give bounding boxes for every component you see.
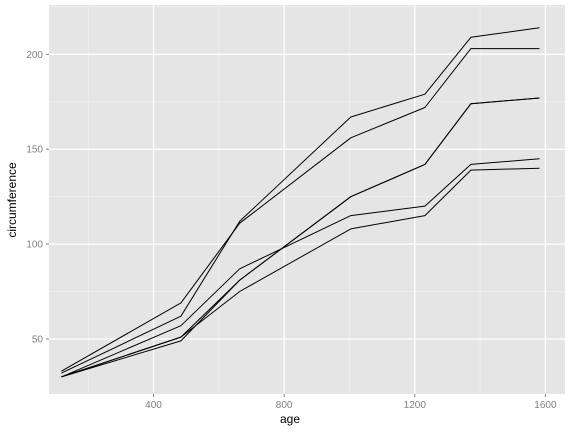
y-tick-label: 50 [32,334,44,345]
plot-panel [49,5,565,394]
series-line-2 [61,48,540,372]
series-line-6 [61,158,540,378]
x-axis-title: age [280,412,300,426]
y-tick-label: 200 [26,50,43,61]
grid-major [49,5,565,394]
series-line-5 [61,97,540,378]
series-lines [61,27,540,378]
grid-minor [49,5,565,394]
y-tick-label: 100 [26,240,43,251]
x-axis-ticks: 400 800 1200 1600 [145,394,557,411]
series-line-4 [61,27,540,374]
y-axis-ticks: 50 100 150 200 [26,50,49,345]
x-tick-label: 800 [276,400,293,411]
x-tick-label: 400 [145,400,162,411]
x-tick-label: 1200 [404,400,427,411]
y-tick-label: 150 [26,145,43,156]
y-axis-title: circumference [5,162,19,238]
x-tick-label: 1600 [534,400,557,411]
